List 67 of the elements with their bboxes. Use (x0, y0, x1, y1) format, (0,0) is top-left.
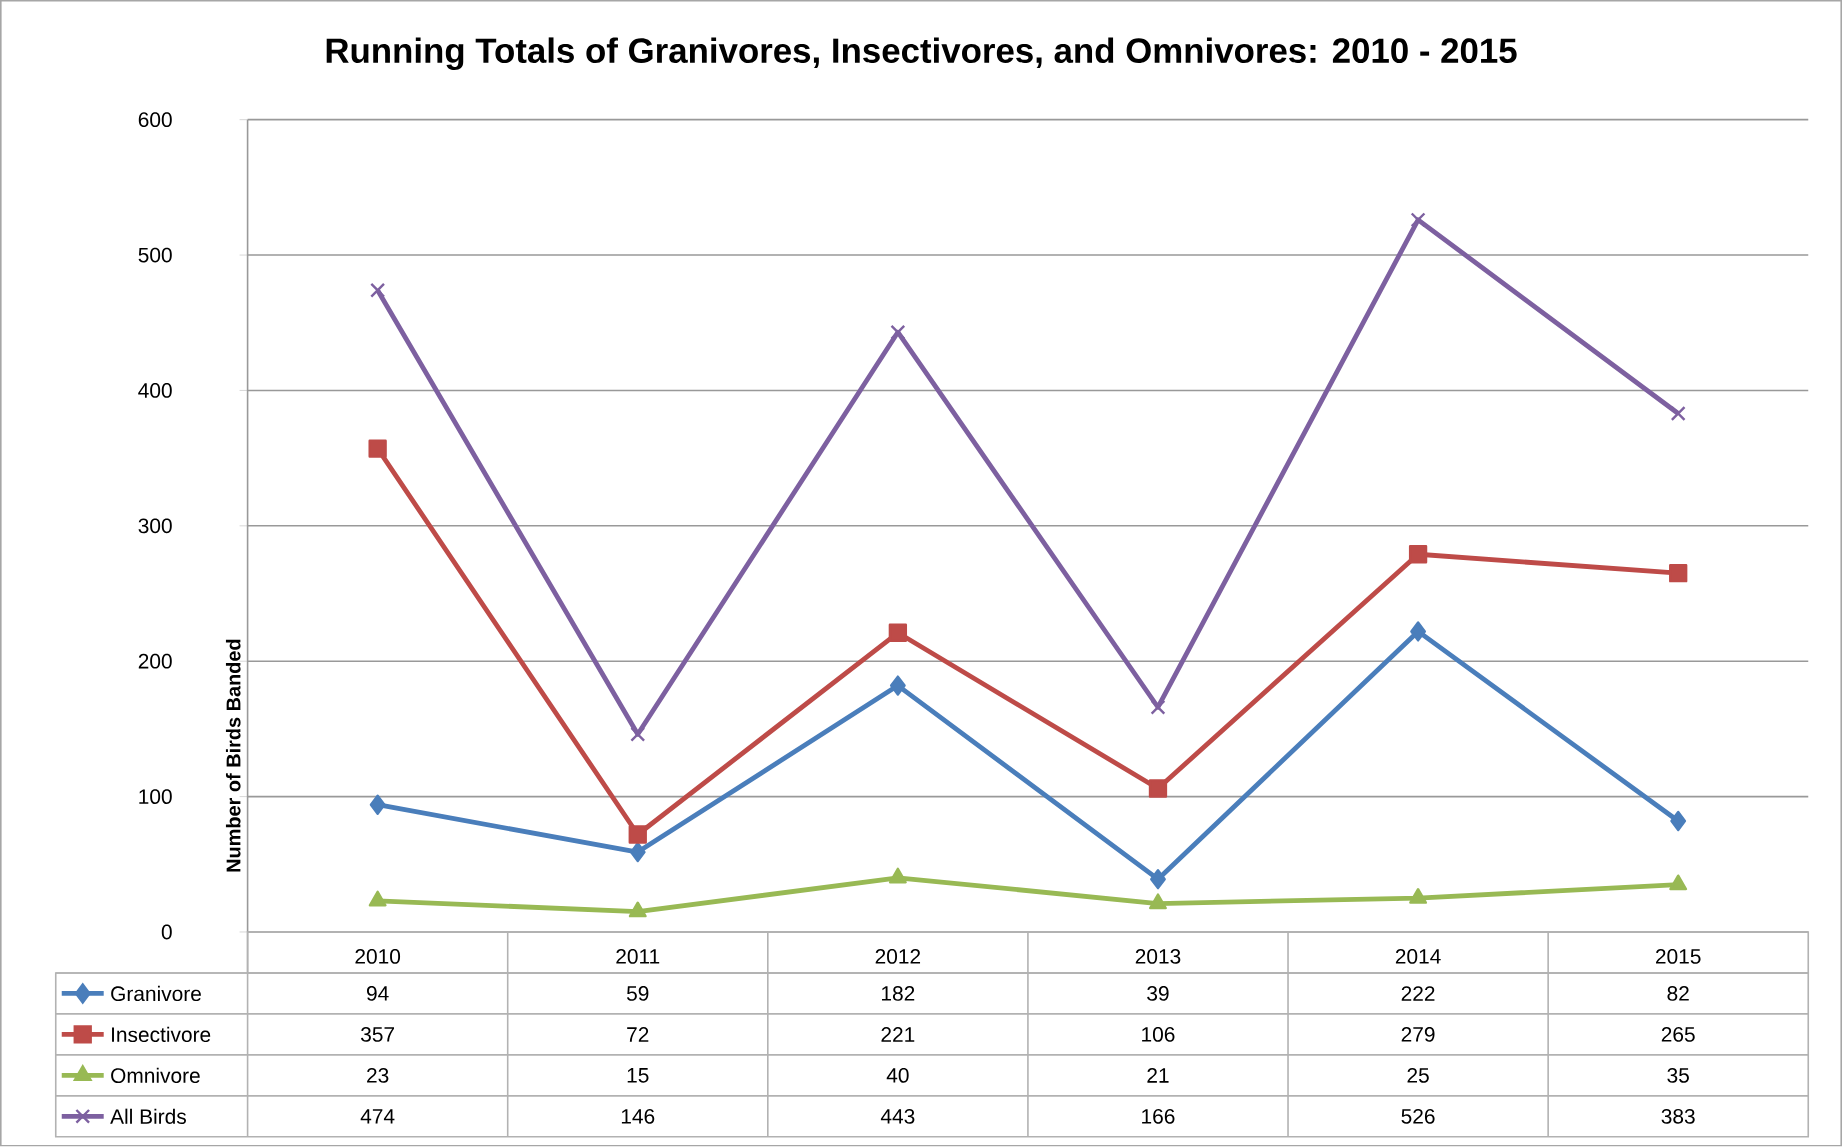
legend-label: Granivore (111, 985, 201, 1002)
point (628, 901, 647, 918)
point (1150, 869, 1166, 890)
data-label: 383 (1661, 1109, 1695, 1124)
point (1148, 779, 1168, 798)
point (1149, 893, 1167, 910)
point (1150, 699, 1166, 715)
point (370, 282, 386, 298)
point (629, 842, 646, 863)
point (1670, 811, 1687, 832)
point (369, 794, 386, 816)
point (1669, 874, 1688, 891)
point (1409, 888, 1428, 905)
y-tick-label: 600 (138, 112, 172, 128)
data-label: 59 (626, 986, 649, 1002)
data-label: 279 (1401, 1027, 1435, 1043)
point (888, 867, 907, 884)
x-tick-label: 2014 (1395, 949, 1441, 965)
point (368, 890, 387, 907)
point (1669, 564, 1688, 583)
data-label: 357 (360, 1027, 394, 1043)
data-label: 23 (367, 1068, 389, 1083)
x-tick-label: 2012 (875, 949, 921, 965)
legend-label: All Birds (110, 1108, 186, 1125)
data-label: 35 (1667, 1068, 1689, 1083)
y-tick-label: 200 (138, 654, 172, 669)
data-label: 72 (627, 1027, 649, 1042)
data-label: 265 (1661, 1027, 1695, 1043)
x-tick-label: 2010 (355, 949, 401, 965)
point (889, 675, 906, 696)
legend-label: Omnivore (111, 1067, 200, 1084)
y-axis-title: Number of Birds Banded (225, 639, 241, 872)
legend-label: Insectivore (112, 1026, 211, 1043)
y-tick-label: 400 (138, 383, 172, 399)
data-label: 146 (621, 1109, 655, 1124)
point (630, 726, 646, 743)
chart-title: Running Totals of Granivores, Insectivores, and Omnivores: 2010 - 2015 (326, 37, 1517, 71)
data-label: 166 (1142, 1109, 1175, 1124)
data-label: 526 (1401, 1109, 1435, 1124)
data-label: 443 (880, 1109, 915, 1124)
point (1670, 406, 1686, 422)
data-label: 25 (1407, 1068, 1429, 1083)
point (1410, 621, 1427, 642)
point (890, 324, 906, 340)
x-tick-label: 2015 (1656, 949, 1701, 965)
y-tick-label: 100 (139, 789, 172, 805)
y-tick-label: 0 (161, 924, 172, 940)
data-label: 82 (1667, 986, 1689, 1002)
data-label: 222 (1401, 986, 1435, 1001)
point (1410, 212, 1426, 228)
point (888, 623, 908, 643)
x-tick-label: 2013 (1135, 949, 1181, 965)
data-label: 94 (366, 986, 389, 1002)
data-label: 15 (627, 1068, 649, 1083)
data-label: 182 (882, 986, 915, 1002)
point (1408, 545, 1428, 564)
data-label: 106 (1142, 1027, 1175, 1043)
data-label: 21 (1147, 1068, 1169, 1083)
point (368, 439, 387, 459)
y-tick-label: 300 (138, 518, 172, 534)
data-label: 221 (881, 1027, 915, 1042)
data-label: 474 (360, 1109, 395, 1124)
point (628, 825, 647, 844)
data-label: 39 (1147, 986, 1169, 1002)
y-tick-label: 500 (138, 247, 172, 263)
x-tick-label: 2011 (616, 949, 660, 965)
data-label: 40 (886, 1068, 909, 1083)
